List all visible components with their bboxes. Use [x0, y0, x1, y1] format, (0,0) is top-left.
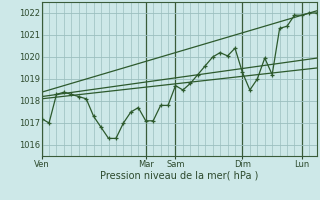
- X-axis label: Pression niveau de la mer( hPa ): Pression niveau de la mer( hPa ): [100, 171, 258, 181]
